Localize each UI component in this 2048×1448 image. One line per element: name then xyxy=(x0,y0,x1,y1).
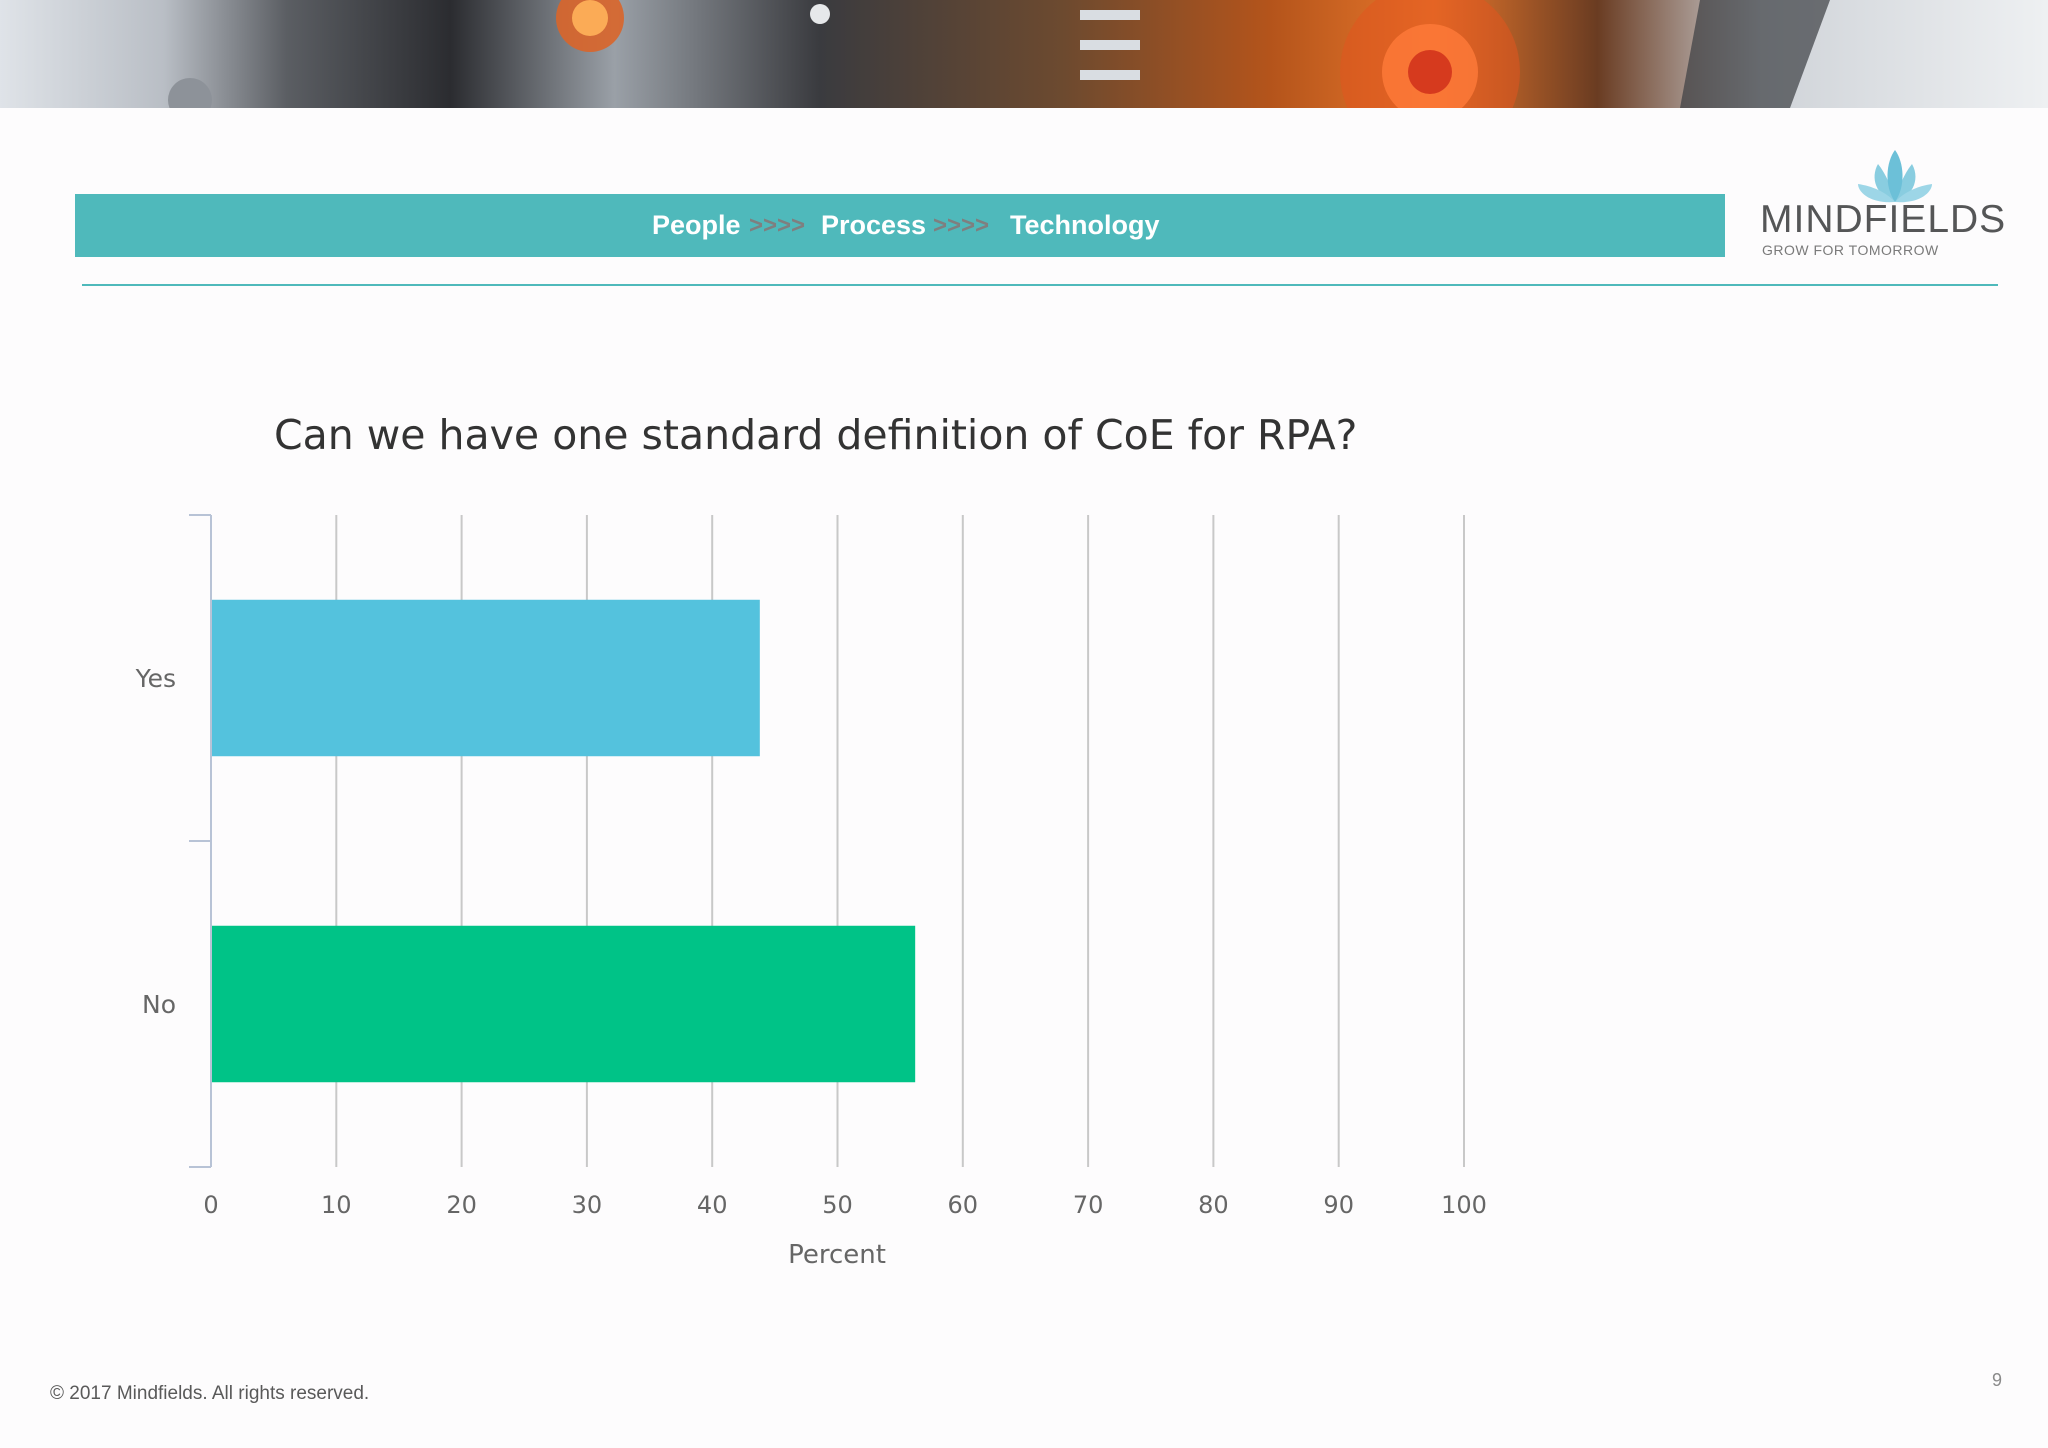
x-axis-ticks: 0 10 20 30 40 50 60 70 80 90 100 xyxy=(203,1191,1487,1219)
x-tick-label: 60 xyxy=(948,1191,979,1219)
x-tick-label: 70 xyxy=(1073,1191,1104,1219)
header-banner-image xyxy=(0,0,2048,108)
step-process: Process xyxy=(821,210,927,240)
bars xyxy=(211,599,916,1083)
x-tick-label: 50 xyxy=(822,1191,853,1219)
x-axis-label: Percent xyxy=(788,1240,886,1270)
chart-title: Can we have one standard definition of C… xyxy=(274,411,1357,459)
lotus-icon xyxy=(1858,150,1932,203)
x-tick-label: 90 xyxy=(1323,1191,1354,1219)
logo-tagline: GROW FOR TOMORROW xyxy=(1762,242,1939,258)
page-number: 9 xyxy=(1992,1370,2003,1390)
bar-no xyxy=(211,925,916,1083)
x-tick-label: 20 xyxy=(446,1191,477,1219)
x-tick-label: 0 xyxy=(203,1191,218,1219)
bar-yes xyxy=(211,599,760,757)
copyright-footer: © 2017 Mindfields. All rights reserved. xyxy=(50,1383,370,1404)
category-label: Yes xyxy=(135,664,176,693)
x-tick-label: 40 xyxy=(697,1191,728,1219)
x-tick-label: 30 xyxy=(572,1191,603,1219)
logo-wordmark: MINDFIELDS xyxy=(1760,198,2007,241)
step-separator: >>>> xyxy=(749,212,806,239)
x-tick-label: 10 xyxy=(321,1191,352,1219)
y-axis xyxy=(189,514,212,1168)
x-tick-label: 100 xyxy=(1441,1191,1487,1219)
step-people: People xyxy=(652,210,741,240)
category-label: No xyxy=(142,990,176,1019)
category-labels: Yes No xyxy=(135,664,176,1019)
process-banner: People >>>> Process >>>> Technology xyxy=(75,194,1725,257)
x-tick-label: 80 xyxy=(1198,1191,1229,1219)
mindfields-logo: MINDFIELDS GROW FOR TOMORROW xyxy=(1758,148,2018,263)
header-divider xyxy=(82,284,1998,286)
robot-banner-graphic xyxy=(168,0,1830,108)
step-separator: >>>> xyxy=(933,212,990,239)
step-technology: Technology xyxy=(1010,210,1160,240)
